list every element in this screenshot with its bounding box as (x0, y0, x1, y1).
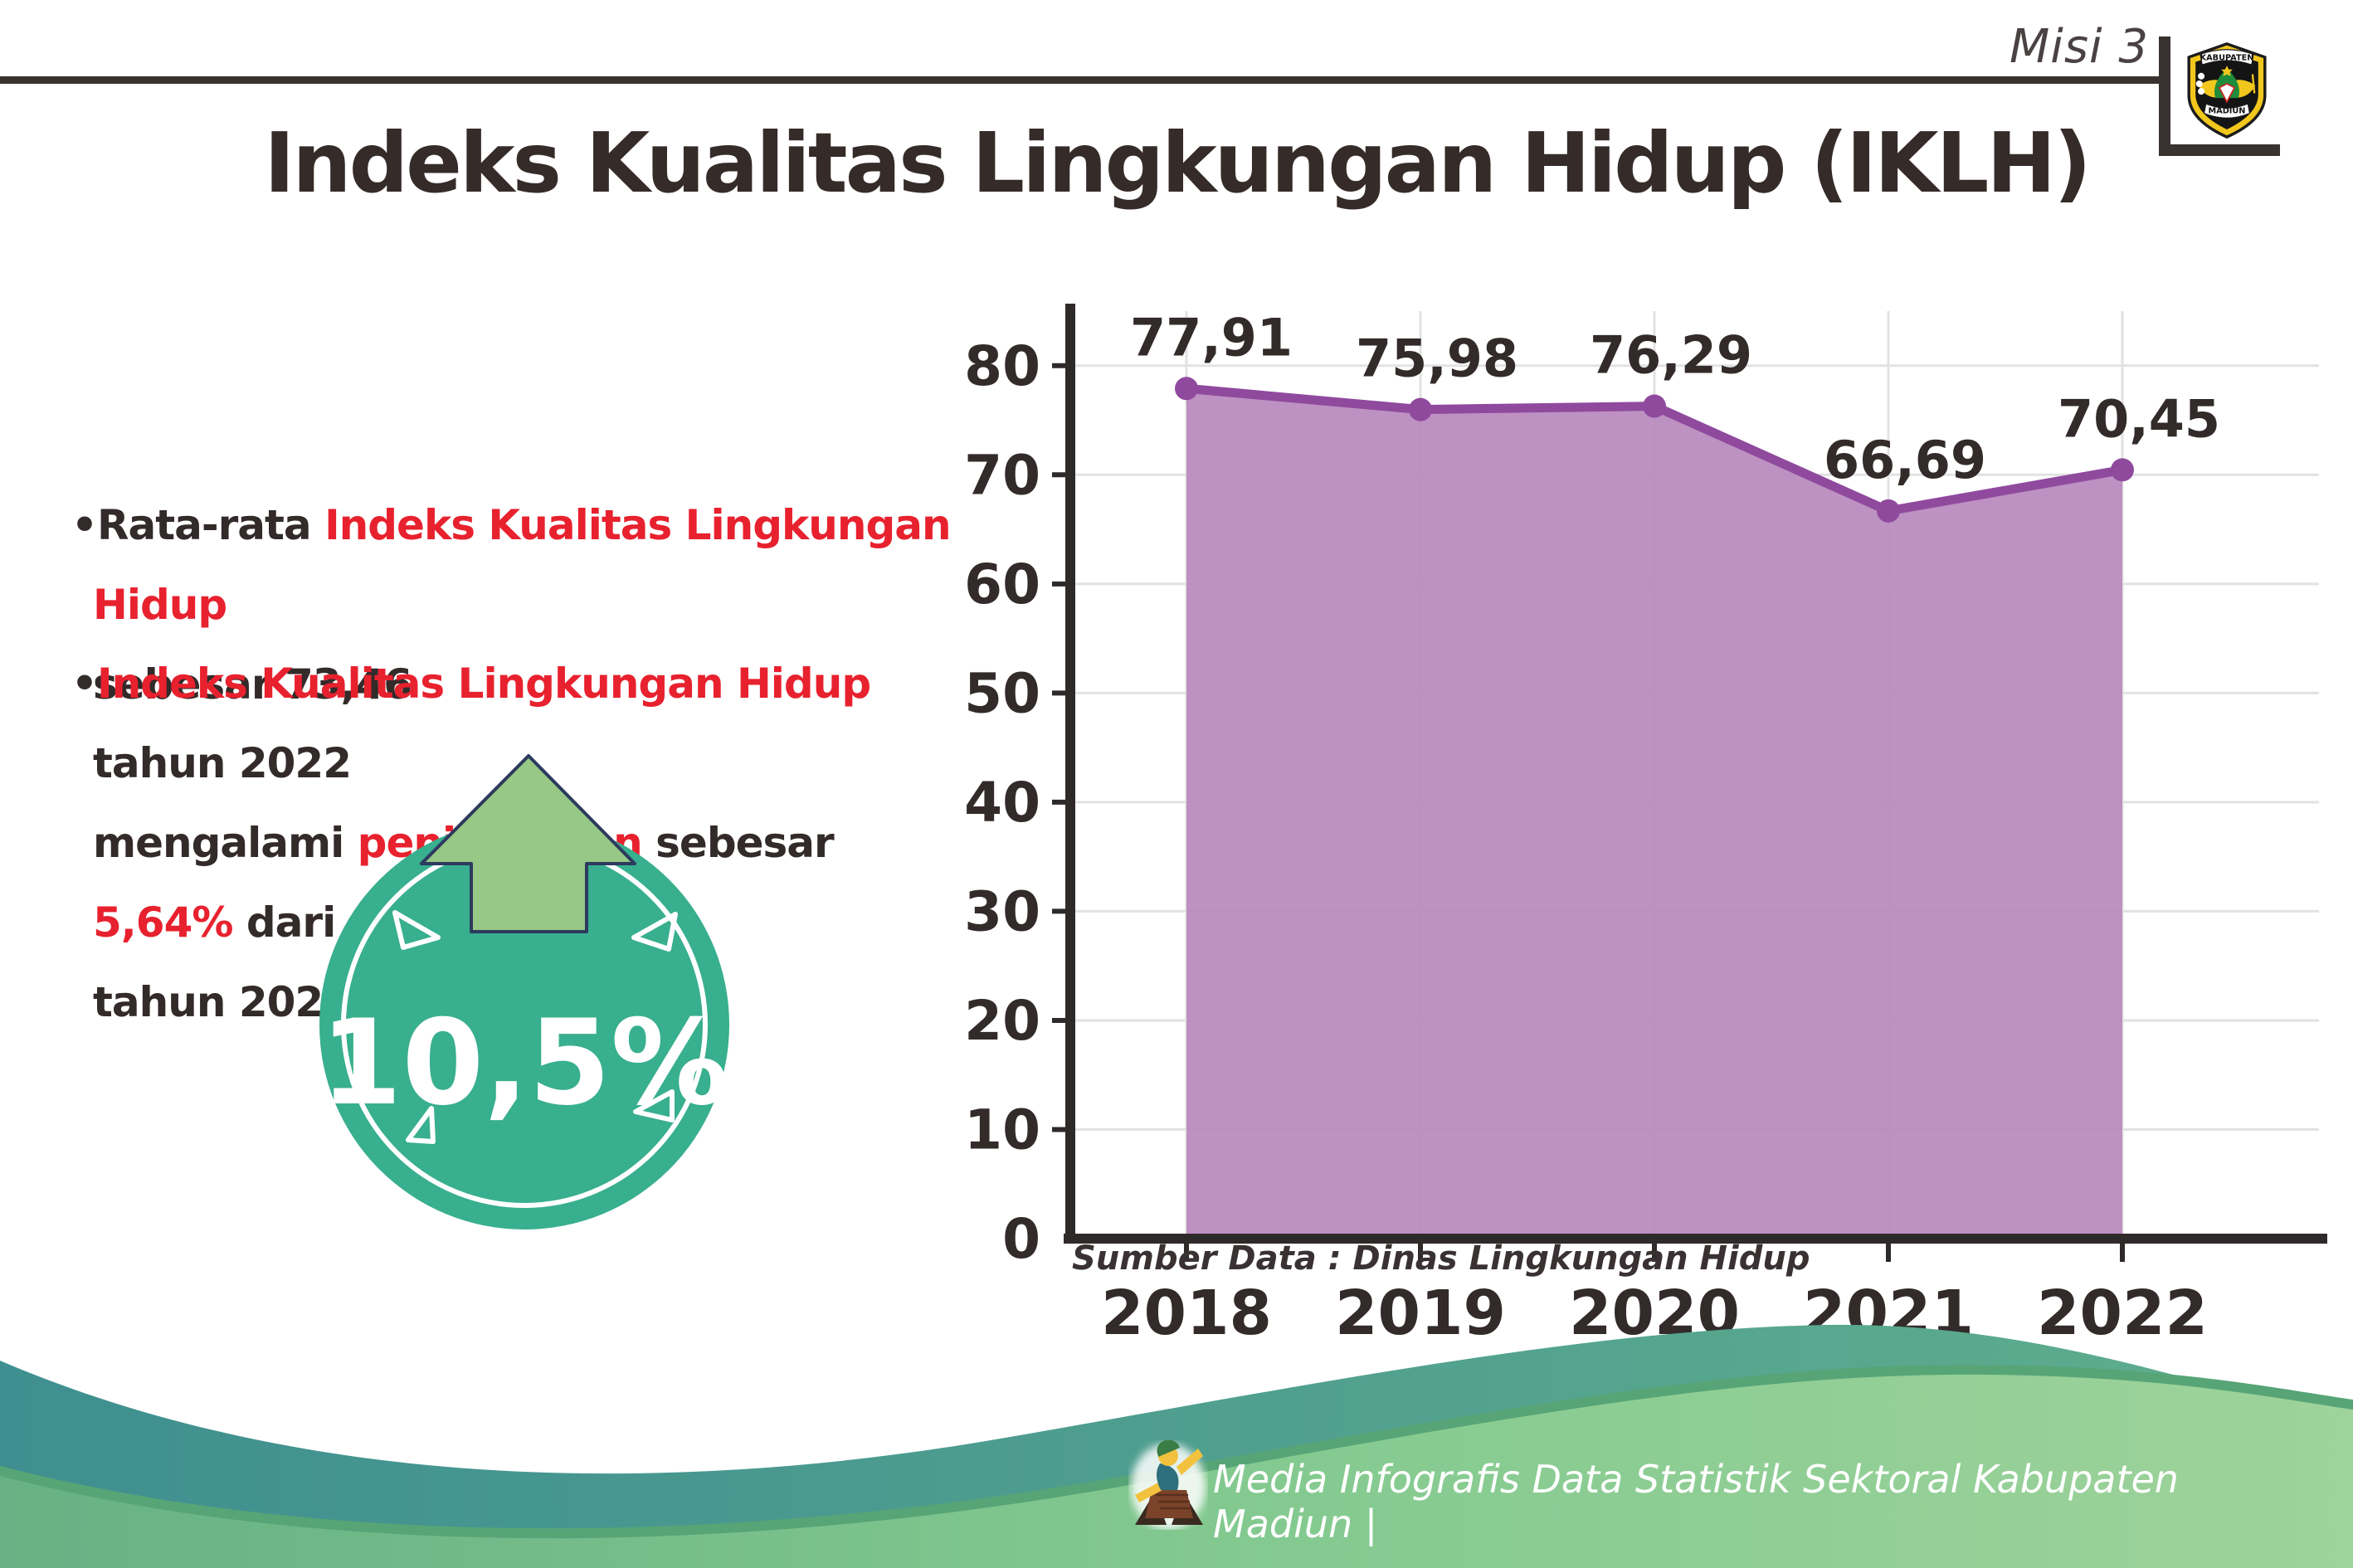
mascot-skirt (1145, 1490, 1193, 1518)
chart-source-note: Sumber Data : Dinas Lingkungan Hidup (1072, 1239, 1810, 1278)
svg-text:2018: 2018 (1101, 1278, 1272, 1344)
svg-text:70,45: 70,45 (2058, 388, 2220, 449)
mascot-arm-left (1135, 1482, 1164, 1502)
svg-text:10: 10 (964, 1098, 1040, 1161)
svg-text:2022: 2022 (2037, 1278, 2208, 1344)
svg-text:60: 60 (964, 553, 1040, 616)
mascot-torso (1157, 1463, 1179, 1490)
badge-circle (319, 820, 729, 1230)
svg-text:0: 0 (1002, 1207, 1040, 1271)
logo-bottom-banner-text: MADIUN (2209, 106, 2246, 115)
svg-text:30: 30 (964, 879, 1040, 943)
page-title: Indeks Kualitas Lingkungan Hidup (IKLH) (264, 114, 2092, 212)
svg-text:20: 20 (964, 989, 1040, 1053)
svg-text:70: 70 (964, 443, 1040, 507)
svg-text:80: 80 (964, 334, 1040, 398)
badge-sparkle-se (633, 1089, 675, 1122)
dancer-mascot-icon (1131, 1440, 1206, 1530)
svg-text:75,98: 75,98 (1356, 329, 1518, 389)
svg-text:50: 50 (964, 661, 1040, 725)
green-wave (0, 1374, 2353, 1568)
logo-frame-horizontal (2159, 144, 2280, 156)
badge-value: 10,5% (320, 995, 729, 1132)
mascot-cap (1157, 1440, 1180, 1457)
badge-sparkle-nw (392, 910, 441, 950)
logo-top-banner-text: KABUPATEN (2200, 53, 2254, 62)
svg-text:66,69: 66,69 (1824, 430, 1986, 490)
logo-frame-vertical (2159, 37, 2170, 154)
svg-text:2019: 2019 (1335, 1278, 1506, 1344)
mascot-arm-right (1176, 1449, 1203, 1475)
header-rule (0, 76, 2159, 84)
svg-text:76,29: 76,29 (1590, 325, 1752, 386)
misi-label: Misi 3 (2009, 20, 2149, 74)
up-arrow-icon (420, 754, 636, 933)
svg-text:77,91: 77,91 (1130, 307, 1293, 368)
badge-sparkle-sw (406, 1106, 436, 1144)
bullet-average-iklh: •Rata-rata Indeks Kualitas Lingkungan Hi… (71, 501, 965, 709)
kabupaten-madiun-logo-icon: KABUPATEN MADIUN (2187, 42, 2267, 139)
badge-sparkle-ne (631, 912, 678, 952)
svg-text:40: 40 (964, 771, 1040, 835)
footer-caption: Media Infografis Data Statistik Sektoral… (1213, 1457, 2179, 1546)
increase-badge: 10,5% (319, 754, 729, 1230)
